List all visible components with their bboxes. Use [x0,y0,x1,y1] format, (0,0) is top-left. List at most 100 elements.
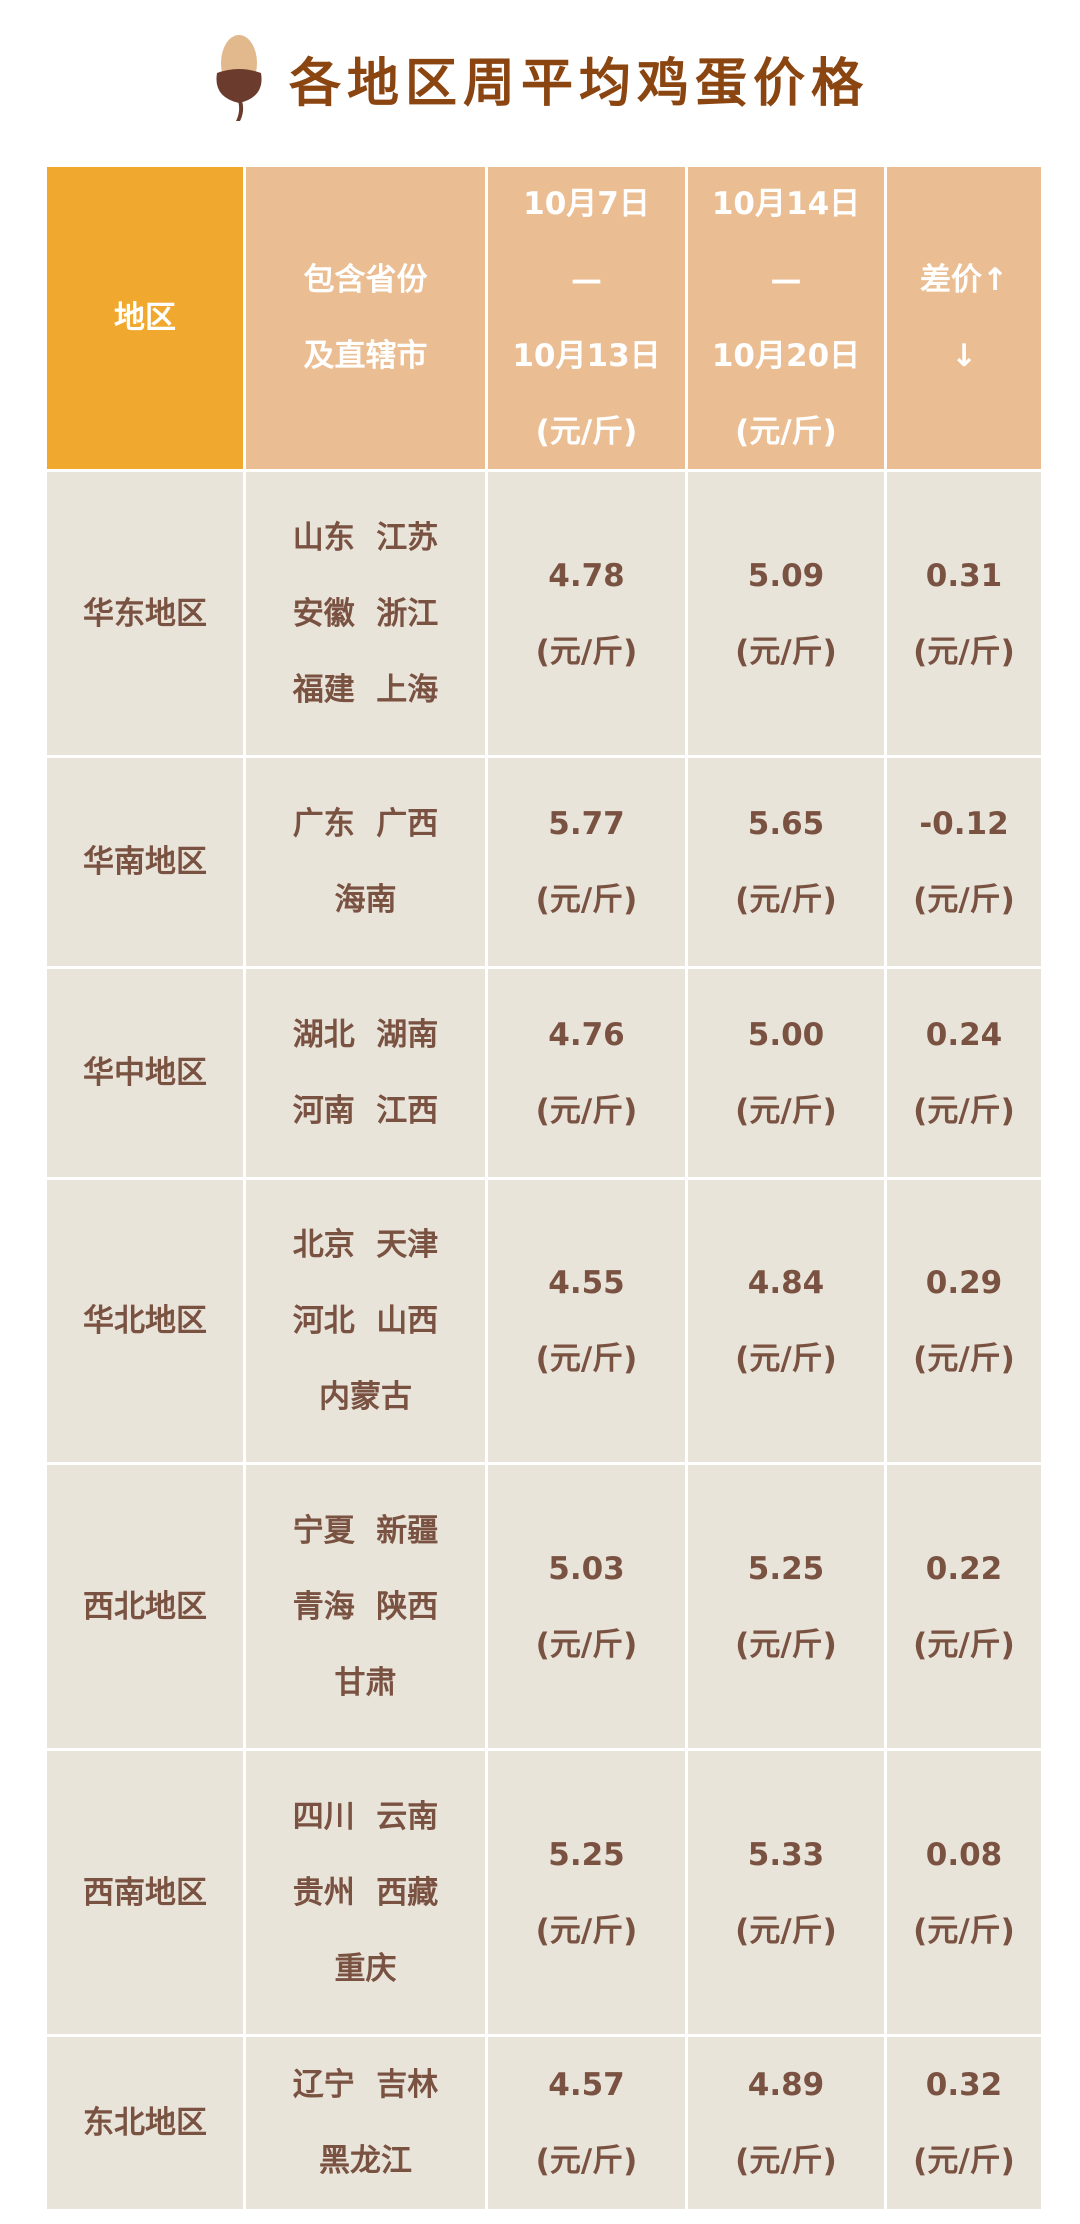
unit-label: (元/斤) [535,1626,638,1663]
diff-cell: 0.29 (元/斤) [887,1180,1041,1462]
acorn-icon [216,35,262,121]
title-bar: 各地区周平均鸡蛋价格 [0,28,1080,128]
week1-value: 5.25 [548,1836,625,1873]
provinces-cell: 山东 江苏安徽 浙江福建 上海 [246,472,485,755]
header-week1: 10月7日 — 10月13日 (元/斤) [488,167,685,469]
region-name: 西北地区 [83,1588,207,1625]
week1-cell: 4.57 (元/斤) [488,2037,685,2209]
cell-line: 广东 广西 [292,806,439,842]
week1-value: 4.76 [548,1017,625,1053]
header-region: 地区 [47,167,243,469]
unit-label: (元/斤) [913,1912,1015,1949]
unit-label: (元/斤) [735,2143,837,2179]
cell-line: 黑龙江 [319,2143,412,2179]
week1-cell: 4.78 (元/斤) [488,472,685,755]
unit-label: (元/斤) [913,882,1015,918]
cell-line: 青海 陕西 [292,1588,439,1625]
cell-line: 河南 江西 [292,1093,439,1129]
unit-label: (元/斤) [535,1341,638,1377]
cell-line: 北京 天津 [292,1227,439,1263]
week1-cell: 5.03 (元/斤) [488,1465,685,1748]
week2-cell: 5.25 (元/斤) [688,1465,884,1748]
cell-line: 福建 上海 [292,671,439,708]
week1-value: 4.55 [548,1265,625,1301]
provinces-cell: 四川 云南贵州 西藏重庆 [246,1751,485,2034]
cell-line: 贵州 西藏 [292,1874,439,1911]
diff-value: 0.31 [925,557,1003,594]
region-cell: 华中地区 [47,969,243,1177]
unit-label: (元/斤) [913,1626,1015,1663]
page-title: 各地区周平均鸡蛋价格 [288,53,869,114]
region-cell: 华北地区 [47,1180,243,1462]
week2-cell: 5.33 (元/斤) [688,1751,884,2034]
region-cell: 西南地区 [47,1751,243,2034]
unit-label: (元/斤) [535,2143,638,2179]
price-table: 地区 包含省份 及直辖市 10月7日 — 10月13日 (元/斤) 10月14日 — 10月20日… [47,167,1041,2209]
provinces-cell: 辽宁 吉林 黑龙江 [246,2037,485,2209]
diff-cell: 0.08 (元/斤) [887,1751,1041,2034]
diff-cell: 0.31 (元/斤) [887,472,1041,755]
cell-line: 海南 [334,882,397,918]
unit-label: (元/斤) [735,1912,837,1949]
cell-line: 甘肃 [334,1664,397,1701]
region-name: 华南地区 [83,844,207,880]
cell-line: 安徽 浙江 [292,595,439,632]
diff-value: 0.29 [925,1265,1003,1301]
cell-line: 辽宁 吉林 [292,2067,439,2103]
diff-value: -0.12 [919,806,1009,842]
cell-line: (元/斤) [735,414,837,450]
cell-line: ↓ [951,338,977,374]
week1-cell: 5.25 (元/斤) [488,1751,685,2034]
diff-cell: 0.24 (元/斤) [887,969,1041,1177]
provinces-cell: 广东 广西 海南 [246,758,485,966]
cell-line: 10月7日 [523,186,650,222]
diff-value: 0.08 [925,1836,1003,1873]
cell-line: 四川 云南 [292,1798,439,1835]
unit-label: (元/斤) [535,1912,638,1949]
week2-cell: 5.00 (元/斤) [688,969,884,1177]
cell-line: 湖北 湖南 [292,1017,439,1053]
unit-label: (元/斤) [535,882,638,918]
cell-line: 山东 江苏 [292,519,439,556]
week2-value: 5.65 [747,806,825,842]
diff-cell: 0.32 (元/斤) [887,2037,1041,2209]
unit-label: (元/斤) [913,633,1015,670]
week2-value: 5.33 [747,1836,825,1873]
cell-line: 10月14日 [711,186,861,222]
week2-cell: 5.09 (元/斤) [688,472,884,755]
week1-cell: 4.55 (元/斤) [488,1180,685,1462]
unit-label: (元/斤) [535,633,638,670]
region-name: 西南地区 [83,1874,207,1911]
cell-line: 宁夏 新疆 [292,1512,439,1549]
unit-label: (元/斤) [735,633,837,670]
region-cell: 西北地区 [47,1465,243,1748]
week2-cell: 4.84 (元/斤) [688,1180,884,1462]
unit-label: (元/斤) [913,1093,1015,1129]
unit-label: (元/斤) [913,1341,1015,1377]
week2-value: 5.25 [747,1550,825,1587]
week2-value: 5.09 [747,557,825,594]
cell-line: 河北 山西 [292,1303,439,1339]
week2-cell: 4.89 (元/斤) [688,2037,884,2209]
region-name: 华北地区 [83,1303,207,1339]
cell-line: (元/斤) [535,414,638,450]
header-week2: 10月14日 — 10月20日 (元/斤) [688,167,884,469]
week1-value: 5.03 [548,1550,625,1587]
week2-value: 5.00 [747,1017,825,1053]
diff-cell: -0.12 (元/斤) [887,758,1041,966]
region-cell: 华南地区 [47,758,243,966]
provinces-cell: 宁夏 新疆青海 陕西甘肃 [246,1465,485,1748]
provinces-cell: 湖北 湖南河南 江西 [246,969,485,1177]
cell-line: 内蒙古 [319,1379,412,1415]
cell-line: 重庆 [334,1950,397,1987]
week2-cell: 5.65 (元/斤) [688,758,884,966]
unit-label: (元/斤) [735,1341,837,1377]
unit-label: (元/斤) [535,1093,638,1129]
cell-line: 包含省份 [303,262,428,298]
week1-value: 5.77 [548,806,625,842]
header-provinces: 包含省份 及直辖市 [246,167,485,469]
week1-value: 4.78 [548,557,625,594]
diff-value: 0.32 [925,2067,1003,2103]
region-cell: 华东地区 [47,472,243,755]
week1-cell: 5.77 (元/斤) [488,758,685,966]
